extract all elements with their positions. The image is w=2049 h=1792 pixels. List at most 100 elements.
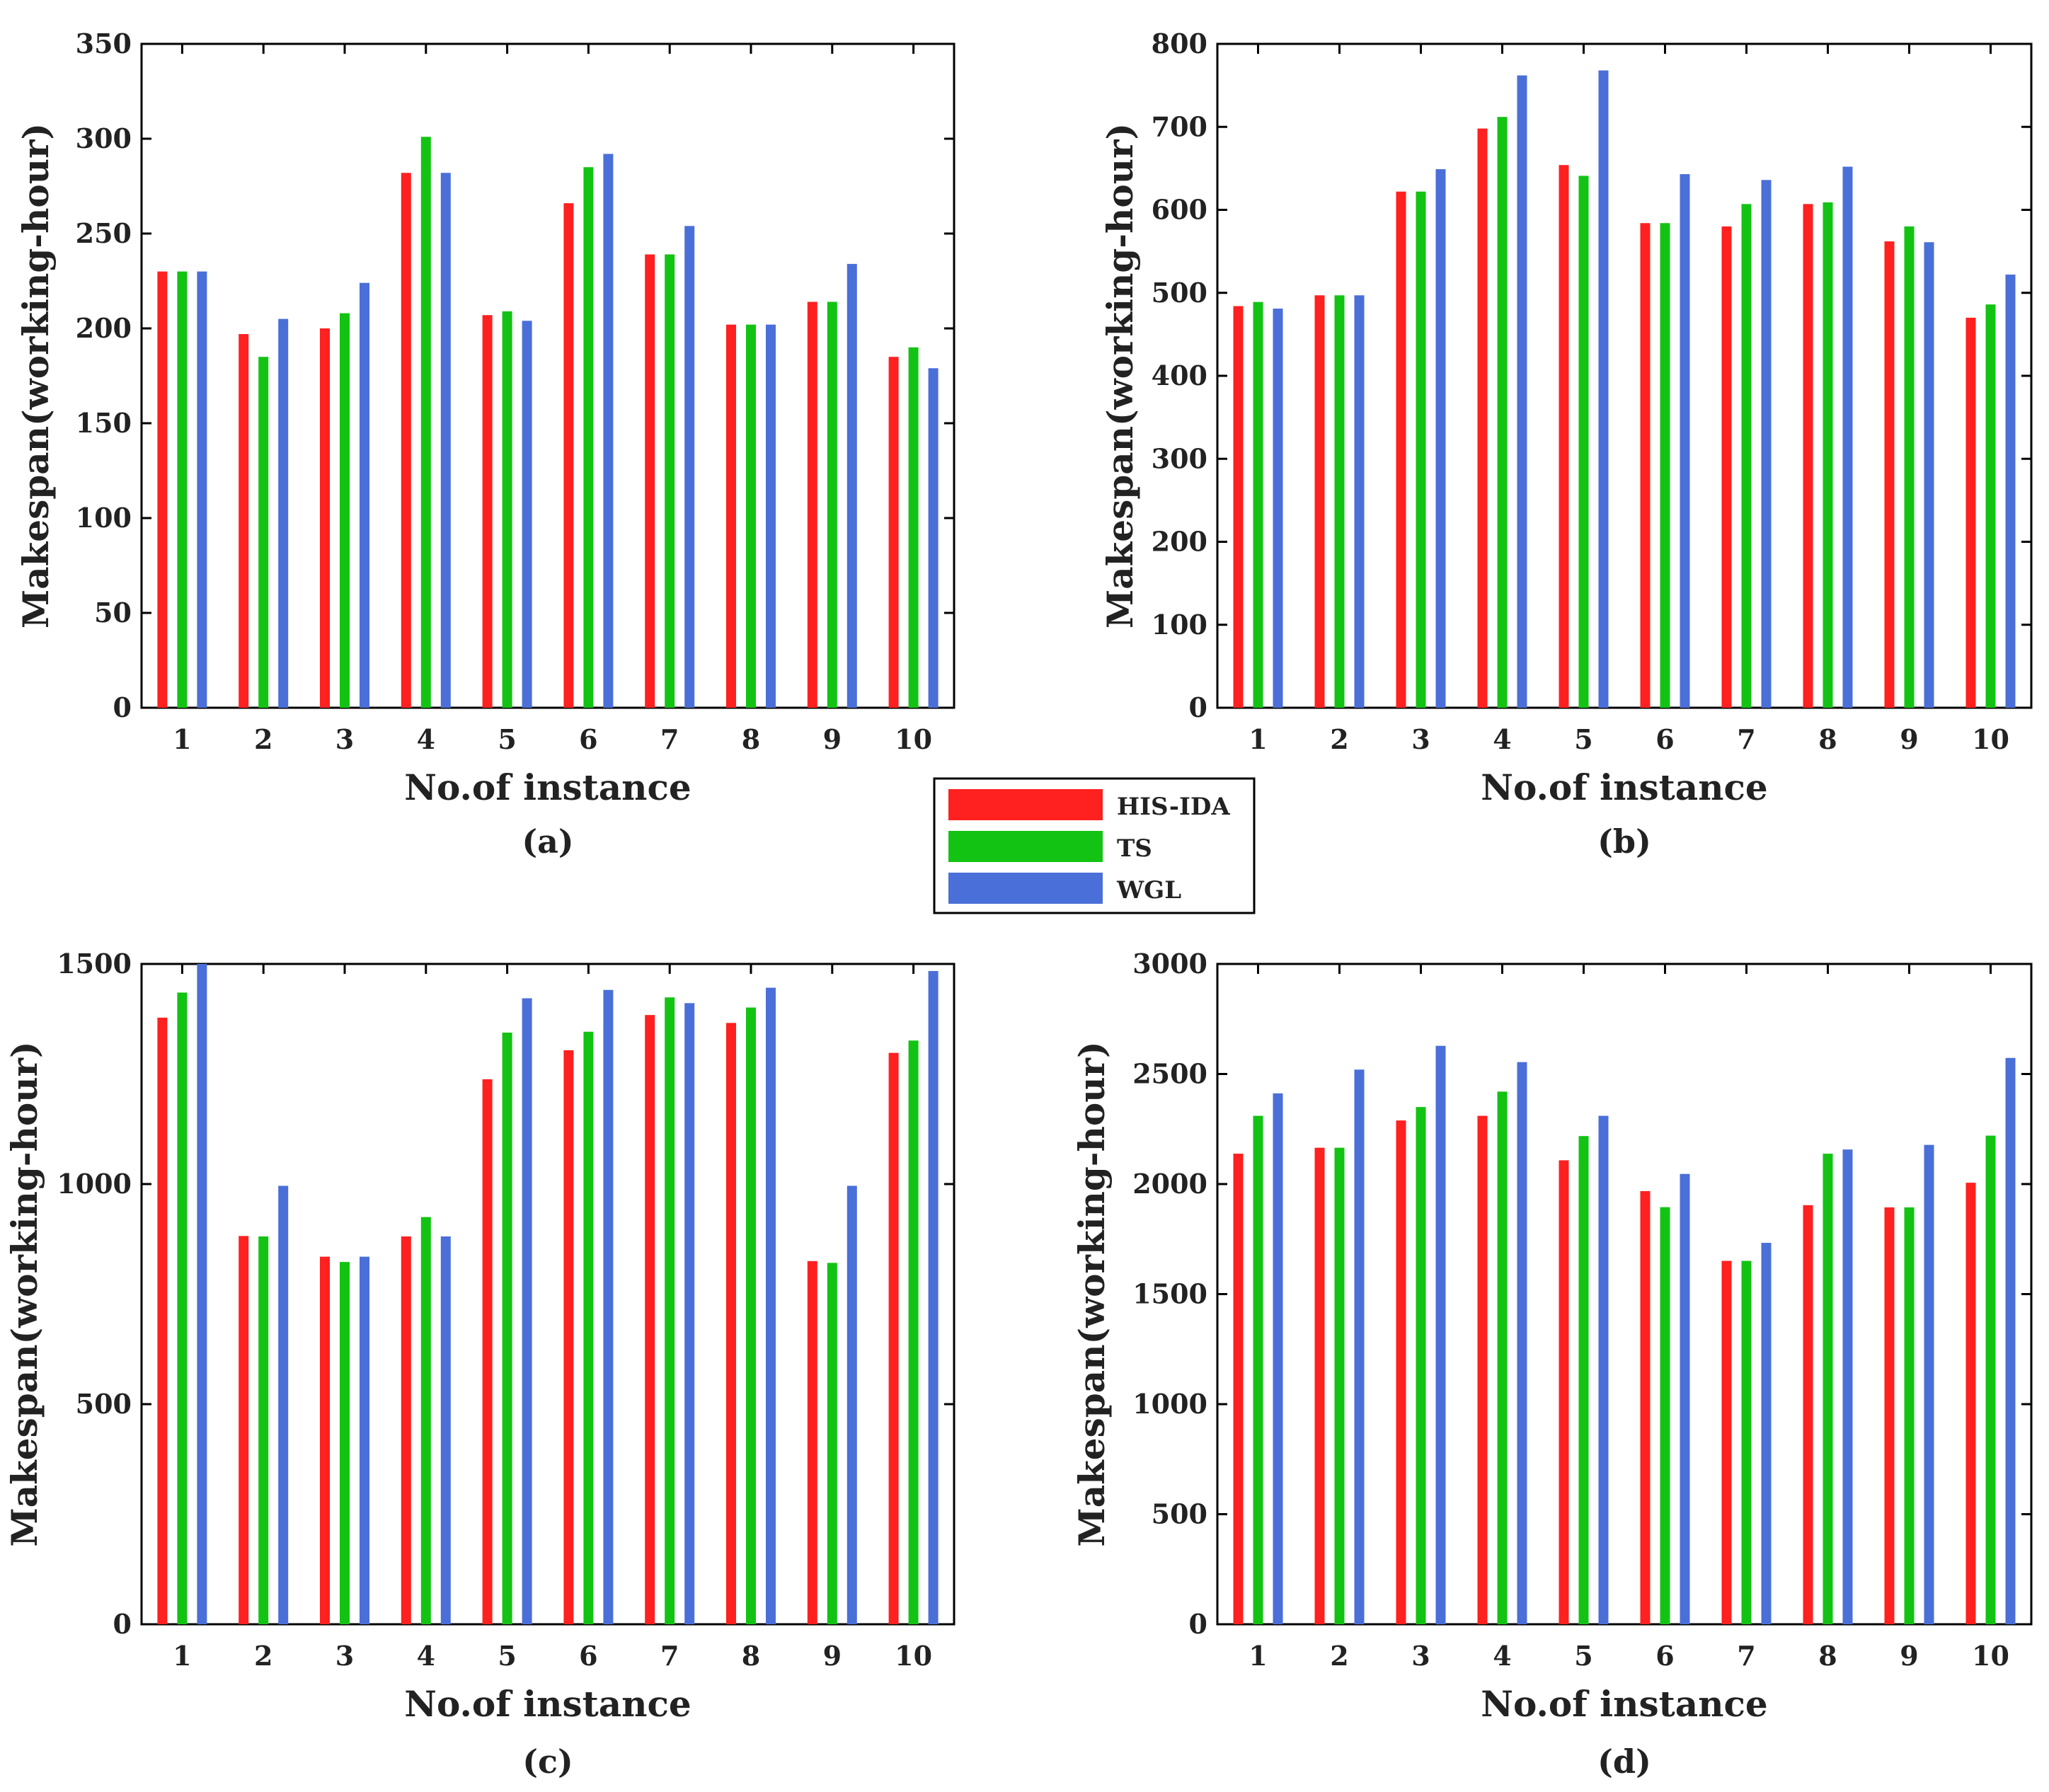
- panel-caption: (d): [1597, 1742, 1651, 1781]
- bar-wgl: [360, 282, 369, 708]
- bar-wgl: [603, 154, 614, 708]
- bar-wgl: [766, 324, 776, 708]
- y-axis-label: Makespan(working-hour): [1099, 123, 1141, 628]
- bar-ts: [420, 1217, 431, 1624]
- bar-ts: [177, 992, 188, 1624]
- x-tick-label: 3: [335, 723, 354, 755]
- x-tick-label: 9: [1900, 1640, 1918, 1672]
- bar-ts: [1741, 204, 1752, 708]
- y-tick-label: 0: [1189, 691, 1207, 723]
- bar-wgl: [2005, 1057, 2016, 1624]
- bar-his-ida: [888, 357, 899, 708]
- bar-wgl: [1354, 295, 1365, 708]
- bar-his-ida: [726, 1023, 736, 1624]
- bar-his-ida: [1477, 1115, 1488, 1624]
- y-tick-label: 50: [94, 597, 132, 628]
- bar-ts: [1253, 1115, 1263, 1624]
- bar-ts: [583, 167, 594, 708]
- bar-wgl: [766, 987, 776, 1624]
- bar-wgl: [360, 1256, 369, 1624]
- x-tick-label: 2: [254, 1640, 272, 1672]
- bar-his-ida: [1721, 226, 1732, 708]
- bar-ts: [502, 1033, 512, 1624]
- y-axis-label: Makespan(working-hour): [15, 123, 57, 628]
- bar-ts: [258, 357, 269, 708]
- y-tick-label: 1000: [1132, 1388, 1207, 1420]
- bar-ts: [1253, 301, 1263, 708]
- panel-caption: (b): [1597, 822, 1651, 861]
- bar-wgl: [1435, 1045, 1446, 1624]
- y-tick-label: 500: [1152, 277, 1207, 309]
- bar-ts: [908, 347, 919, 708]
- bar-ts: [502, 311, 512, 708]
- bar-ts: [1823, 202, 1833, 708]
- bar-wgl: [846, 1185, 857, 1624]
- y-tick-label: 400: [1152, 360, 1207, 391]
- x-tick-label: 5: [1574, 723, 1592, 755]
- legend-label-ts: TS: [1117, 834, 1152, 863]
- bar-his-ida: [1884, 1207, 1895, 1624]
- bar-ts: [1334, 295, 1345, 708]
- x-tick-label: 6: [579, 1640, 597, 1672]
- bar-his-ida: [645, 1015, 655, 1624]
- bar-ts: [746, 1007, 756, 1624]
- x-tick-label: 7: [660, 723, 679, 755]
- bar-ts: [827, 1263, 837, 1624]
- plot-frame: [140, 42, 955, 709]
- y-tick-label: 1500: [57, 948, 132, 980]
- bar-wgl: [1354, 1069, 1365, 1624]
- bar-wgl: [278, 318, 289, 708]
- bar-his-ida: [157, 271, 168, 708]
- bar-wgl: [1761, 1243, 1772, 1624]
- bar-his-ida: [1233, 306, 1244, 708]
- bar-his-ida: [1559, 165, 1569, 708]
- bar-his-ida: [1477, 128, 1488, 708]
- y-tick-label: 150: [76, 407, 132, 439]
- bar-wgl: [522, 998, 532, 1624]
- y-tick-label: 2000: [1132, 1168, 1207, 1200]
- bar-wgl: [278, 1185, 289, 1624]
- bar-his-ida: [1803, 204, 1813, 708]
- bar-ts: [1904, 226, 1915, 708]
- bar-his-ida: [320, 1256, 330, 1624]
- bar-wgl: [440, 173, 451, 708]
- y-tick-label: 0: [113, 691, 132, 723]
- y-tick-label: 200: [1152, 526, 1207, 558]
- bar-wgl: [522, 321, 532, 708]
- bar-his-ida: [1884, 241, 1895, 708]
- bar-wgl: [684, 226, 695, 708]
- x-tick-label: 8: [742, 1640, 760, 1672]
- bar-his-ida: [645, 254, 655, 708]
- y-axis-label: Makespan(working-hour): [4, 1041, 45, 1546]
- bar-his-ida: [482, 315, 493, 708]
- bar-his-ida: [1640, 1190, 1651, 1624]
- x-tick-label: 9: [1900, 723, 1918, 755]
- bar-wgl: [197, 964, 207, 1624]
- x-tick-label: 1: [173, 723, 191, 755]
- y-tick-label: 600: [1152, 194, 1207, 226]
- bar-ts: [1823, 1154, 1833, 1624]
- x-tick-label: 7: [1737, 723, 1755, 755]
- legend-label-wgl: WGL: [1116, 876, 1181, 904]
- x-tick-label: 8: [1818, 723, 1837, 755]
- x-tick-label: 6: [1655, 723, 1674, 755]
- x-tick-label: 6: [579, 723, 597, 755]
- bar-ts: [1985, 304, 1996, 708]
- legend-swatch-wgl: [948, 873, 1103, 904]
- chart-panel-a: 0 50 100 150 200 250 300 350 1 2 3 4 5 6 7 8 9 10 No.of in…: [15, 28, 955, 861]
- x-tick-label: 1: [173, 1640, 191, 1672]
- x-axis-label: No.of instance: [1481, 1683, 1767, 1725]
- bar-his-ida: [1314, 295, 1325, 708]
- bar-his-ida: [563, 203, 574, 708]
- chart-panel-c: 0 500 1000 1500 1 2 3 4 5 6 7 8 9 10 No.of instance Mak…: [4, 948, 955, 1781]
- bar-his-ida: [401, 1236, 411, 1624]
- bar-his-ida: [1803, 1205, 1813, 1624]
- x-tick-label: 9: [823, 1640, 842, 1672]
- x-tick-label: 4: [417, 1640, 435, 1672]
- bar-ts: [665, 997, 675, 1624]
- bar-his-ida: [1640, 223, 1651, 708]
- bar-ts: [665, 254, 675, 708]
- x-tick-label: 5: [1574, 1640, 1592, 1672]
- x-tick-label: 5: [498, 723, 516, 755]
- bar-wgl: [1273, 309, 1283, 708]
